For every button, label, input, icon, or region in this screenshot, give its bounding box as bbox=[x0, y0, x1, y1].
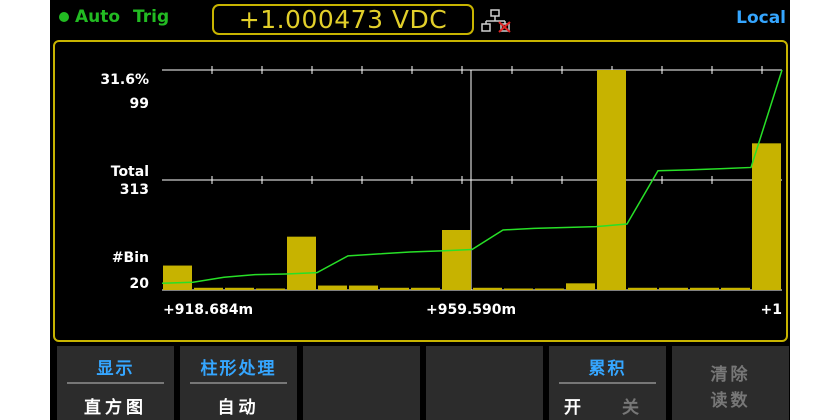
y-total-label: Total bbox=[110, 164, 149, 180]
measurement-readout: +1.000473 VDC bbox=[212, 4, 474, 35]
histogram-bar bbox=[690, 287, 719, 290]
histogram-bar bbox=[566, 283, 595, 290]
histogram-bar bbox=[721, 287, 750, 290]
cumulative-on-option: 开 bbox=[564, 398, 581, 418]
softkey-divider bbox=[559, 382, 656, 384]
softkey-bar: 显示 直方图 柱形处理 自动 累积 开 关 清除 读数 bbox=[50, 346, 790, 420]
x-label-left: +918.684m bbox=[163, 302, 254, 318]
binning-softkey-title: 柱形处理 bbox=[200, 359, 277, 379]
clear-readings-label-line2: 读数 bbox=[710, 391, 751, 411]
empty-softkey-3[interactable] bbox=[303, 346, 420, 420]
histogram-bar bbox=[597, 70, 626, 290]
x-label-right: +1 bbox=[760, 302, 782, 318]
display-softkey[interactable]: 显示 直方图 bbox=[57, 346, 174, 420]
status-bar: Auto Trig +1.000473 VDC Local bbox=[50, 0, 790, 38]
cumulative-softkey-title: 累积 bbox=[588, 359, 627, 379]
histogram-bar bbox=[225, 287, 254, 290]
y-bin-value: 20 bbox=[129, 276, 149, 292]
histogram-panel: 31.6% 99 Total 313 #Bin 20 +918.684m +95… bbox=[53, 40, 788, 342]
softkey-divider bbox=[67, 382, 164, 384]
y-top-percent-label: 31.6% bbox=[100, 72, 149, 88]
histogram-bar bbox=[752, 143, 781, 290]
histogram-bar bbox=[411, 287, 440, 290]
binning-softkey[interactable]: 柱形处理 自动 bbox=[180, 346, 297, 420]
trigger-mode-label: Trig bbox=[133, 7, 170, 27]
range-mode-label: Auto bbox=[75, 7, 121, 27]
histogram-bar bbox=[349, 285, 378, 290]
empty-softkey-4[interactable] bbox=[426, 346, 543, 420]
histogram-chart bbox=[161, 66, 783, 291]
histogram-bar bbox=[473, 287, 502, 290]
histogram-bar bbox=[256, 288, 285, 290]
cumulative-off-option: 关 bbox=[622, 398, 639, 418]
y-bin-label: #Bin bbox=[111, 250, 149, 266]
y-total-value: 313 bbox=[119, 182, 149, 198]
display-softkey-value: 直方图 bbox=[84, 398, 147, 418]
status-dot-icon bbox=[59, 12, 69, 22]
display-softkey-title: 显示 bbox=[96, 359, 135, 379]
histogram-bar bbox=[659, 287, 688, 290]
histogram-bar bbox=[318, 285, 347, 290]
instrument-screen: Auto Trig +1.000473 VDC Local 31.6% 99 T… bbox=[50, 0, 790, 420]
clear-readings-softkey[interactable]: 清除 读数 bbox=[672, 346, 789, 420]
histogram-bar bbox=[504, 288, 533, 290]
binning-softkey-value: 自动 bbox=[217, 398, 260, 418]
histogram-bar bbox=[287, 236, 316, 290]
x-label-center: +959.590m bbox=[426, 302, 517, 318]
cumulative-line bbox=[161, 69, 783, 285]
y-top-count-label: 99 bbox=[129, 96, 149, 112]
histogram-bar bbox=[194, 287, 223, 290]
remote-state-label: Local bbox=[736, 8, 786, 28]
network-disconnected-icon bbox=[481, 9, 511, 33]
cumulative-softkey[interactable]: 累积 开 关 bbox=[549, 346, 666, 420]
softkey-divider bbox=[190, 382, 287, 384]
histogram-bar bbox=[163, 265, 192, 290]
histogram-bar bbox=[535, 288, 564, 290]
histogram-bar bbox=[628, 287, 657, 290]
histogram-bar bbox=[380, 287, 409, 290]
histogram-bar bbox=[442, 230, 471, 290]
clear-readings-label-line1: 清除 bbox=[710, 365, 751, 385]
